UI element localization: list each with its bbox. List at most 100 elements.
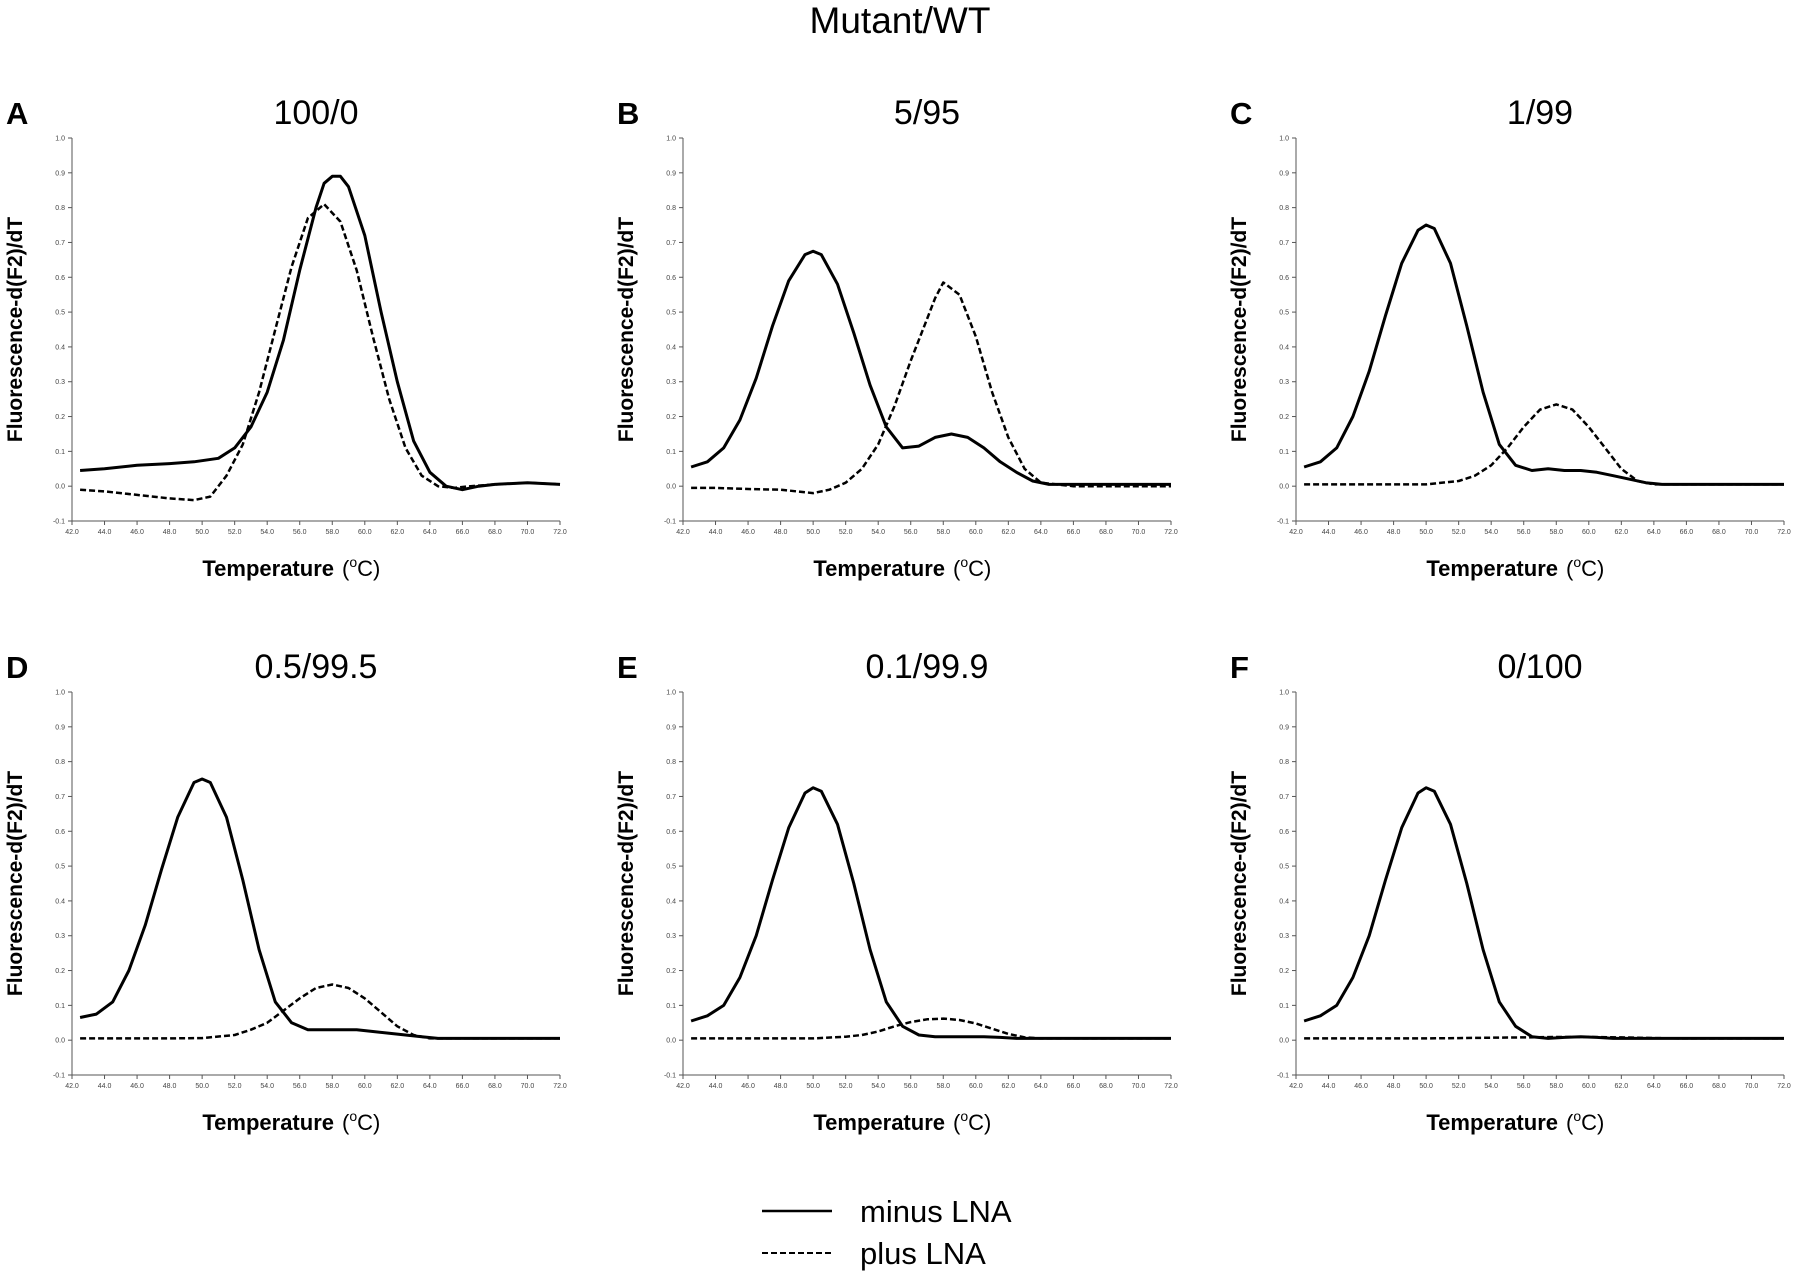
x-tick-label: 52.0 xyxy=(839,529,853,536)
legend-label-minus-lna: minus LNA xyxy=(860,1194,1012,1229)
y-tick-label: 0.3 xyxy=(1279,933,1289,940)
x-axis-label-e: Temperature xyxy=(813,1110,945,1135)
y-tick-label: 0.2 xyxy=(1279,414,1289,421)
x-tick-label: 44.0 xyxy=(1322,1083,1336,1090)
y-tick-label: 0.4 xyxy=(666,344,676,351)
x-tick-label: 42.0 xyxy=(1289,529,1303,536)
y-tick-label: 0.0 xyxy=(55,484,65,491)
panel-title-c: 1/99 xyxy=(1507,94,1573,132)
x-tick-label: 68.0 xyxy=(1712,529,1726,536)
y-tick-label: 0.1 xyxy=(1279,449,1289,456)
x-tick-label: 42.0 xyxy=(1289,1083,1303,1090)
x-tick-label: 54.0 xyxy=(1484,1083,1498,1090)
series-minus-lna-a xyxy=(79,174,561,492)
x-tick-label: 70.0 xyxy=(521,529,535,536)
x-tick-label: 58.0 xyxy=(936,529,950,536)
y-tick-label: 0.1 xyxy=(55,1003,65,1010)
x-tick-label: 58.0 xyxy=(325,529,339,536)
y-tick-label: 0.9 xyxy=(666,170,676,177)
x-tick-label: 50.0 xyxy=(195,1083,209,1090)
y-tick-label: 0.0 xyxy=(666,484,676,491)
legend-label-plus-lna: plus LNA xyxy=(860,1236,986,1271)
y-tick-label: 0.7 xyxy=(666,794,676,801)
x-tick-label: 66.0 xyxy=(456,1083,470,1090)
panel-title-f: 0/100 xyxy=(1497,648,1582,686)
x-axis-label-b: Temperature xyxy=(813,556,945,581)
x-tick-label: 58.0 xyxy=(1549,529,1563,536)
y-tick-label: 0.1 xyxy=(1279,1003,1289,1010)
x-tick-label: 48.0 xyxy=(163,1083,177,1090)
unit-degree: o xyxy=(349,1108,357,1124)
y-tick-label: 0.7 xyxy=(666,240,676,247)
y-tick-label: 0.8 xyxy=(666,205,676,212)
x-tick-label: 52.0 xyxy=(1452,529,1466,536)
y-tick-label: 0.7 xyxy=(55,240,65,247)
y-axis-label-d: Fluorescence-d(F2)/dT xyxy=(4,771,27,996)
y-tick-label: 0.0 xyxy=(666,1038,676,1045)
y-tick-label: 0.3 xyxy=(55,933,65,940)
x-axis-unit-b: (oC) xyxy=(953,554,991,581)
x-tick-label: 58.0 xyxy=(1549,1083,1563,1090)
x-tick-label: 68.0 xyxy=(488,1083,502,1090)
x-tick-label: 64.0 xyxy=(1034,529,1048,536)
unit-rest: C) xyxy=(968,556,991,581)
y-tick-label: 0.1 xyxy=(55,449,65,456)
x-tick-label: 56.0 xyxy=(904,529,918,536)
x-tick-label: 44.0 xyxy=(709,529,723,536)
y-tick-label: 0.6 xyxy=(666,275,676,282)
x-axis-label-a: Temperature xyxy=(202,556,334,581)
y-axis-label-e: Fluorescence-d(F2)/dT xyxy=(615,771,638,996)
series-minus-lna-c xyxy=(1303,223,1784,486)
x-tick-label: 68.0 xyxy=(488,529,502,536)
panel-letter-c: C xyxy=(1230,96,1252,131)
y-tick-label: 0.9 xyxy=(55,724,65,731)
panel-f: F 0/100 -0.1 0.0 0.1 0.2 0.3 0.4 0.5 0.6 0.7 0.8 0.9… xyxy=(1228,648,1791,1135)
x-tick-label: 62.0 xyxy=(1615,529,1629,536)
x-tick-label: 50.0 xyxy=(806,1083,820,1090)
y-tick-label: 0.8 xyxy=(55,759,65,766)
x-axis-unit-c: (oC) xyxy=(1566,554,1604,581)
x-tick-label: 46.0 xyxy=(130,529,144,536)
y-tick-label: 0.4 xyxy=(666,898,676,905)
x-tick-label: 44.0 xyxy=(98,1083,112,1090)
y-tick-label: -0.1 xyxy=(664,519,676,526)
x-tick-label: 46.0 xyxy=(1354,1083,1368,1090)
y-tick-label: 0.5 xyxy=(55,310,65,317)
x-tick-label: 50.0 xyxy=(1419,1083,1433,1090)
y-tick-label: 0.4 xyxy=(55,344,65,351)
x-tick-label: 42.0 xyxy=(65,1083,79,1090)
unit-rest: C) xyxy=(357,556,380,581)
y-tick-label: 0.0 xyxy=(55,1038,65,1045)
unit-degree: o xyxy=(1573,1108,1581,1124)
y-tick-label: 0.3 xyxy=(55,379,65,386)
x-tick-label: 48.0 xyxy=(1387,1083,1401,1090)
panel-letter-a: A xyxy=(6,96,28,131)
y-tick-label: 1.0 xyxy=(666,136,676,143)
x-tick-label: 64.0 xyxy=(1647,529,1661,536)
y-tick-label: 0.5 xyxy=(55,864,65,871)
x-tick-label: 52.0 xyxy=(1452,1083,1466,1090)
unit-rest: C) xyxy=(357,1110,380,1135)
y-tick-label: 0.5 xyxy=(666,310,676,317)
panel-e: E 0.1/99.9 -0.1 0.0 0.1 0.2 0.3 0.4 0.5 0.6 0.7 0.8… xyxy=(615,648,1178,1135)
x-tick-label: 46.0 xyxy=(741,1083,755,1090)
y-tick-label: -0.1 xyxy=(664,1073,676,1080)
x-tick-label: 46.0 xyxy=(1354,529,1368,536)
x-tick-label: 42.0 xyxy=(676,529,690,536)
x-tick-label: 52.0 xyxy=(839,1083,853,1090)
series-plus-lna-b xyxy=(691,281,1171,495)
panels: A 100/0 -0.1 0.0 0.1 0.2 0.3 0.4 0.5 0.6 0.7 0.8 0.9… xyxy=(4,94,1791,1135)
x-tick-label: 72.0 xyxy=(1777,529,1791,536)
panel-b: B 5/95 -0.1 0.0 0.1 0.2 0.3 0.4 0.5 0.6 0.7 0.8 0.9 1… xyxy=(615,94,1178,581)
x-tick-label: 60.0 xyxy=(969,529,983,536)
x-tick-label: 60.0 xyxy=(1582,1083,1596,1090)
series-plus-lna-d xyxy=(80,983,560,1040)
x-tick-label: 68.0 xyxy=(1099,529,1113,536)
x-tick-label: 54.0 xyxy=(260,1083,274,1090)
y-axis-label-f: Fluorescence-d(F2)/dT xyxy=(1228,771,1251,996)
x-tick-label: 60.0 xyxy=(1582,529,1596,536)
x-axis-label-c: Temperature xyxy=(1426,556,1558,581)
x-tick-label: 60.0 xyxy=(358,1083,372,1090)
x-tick-label: 68.0 xyxy=(1099,1083,1113,1090)
x-tick-label: 44.0 xyxy=(709,1083,723,1090)
